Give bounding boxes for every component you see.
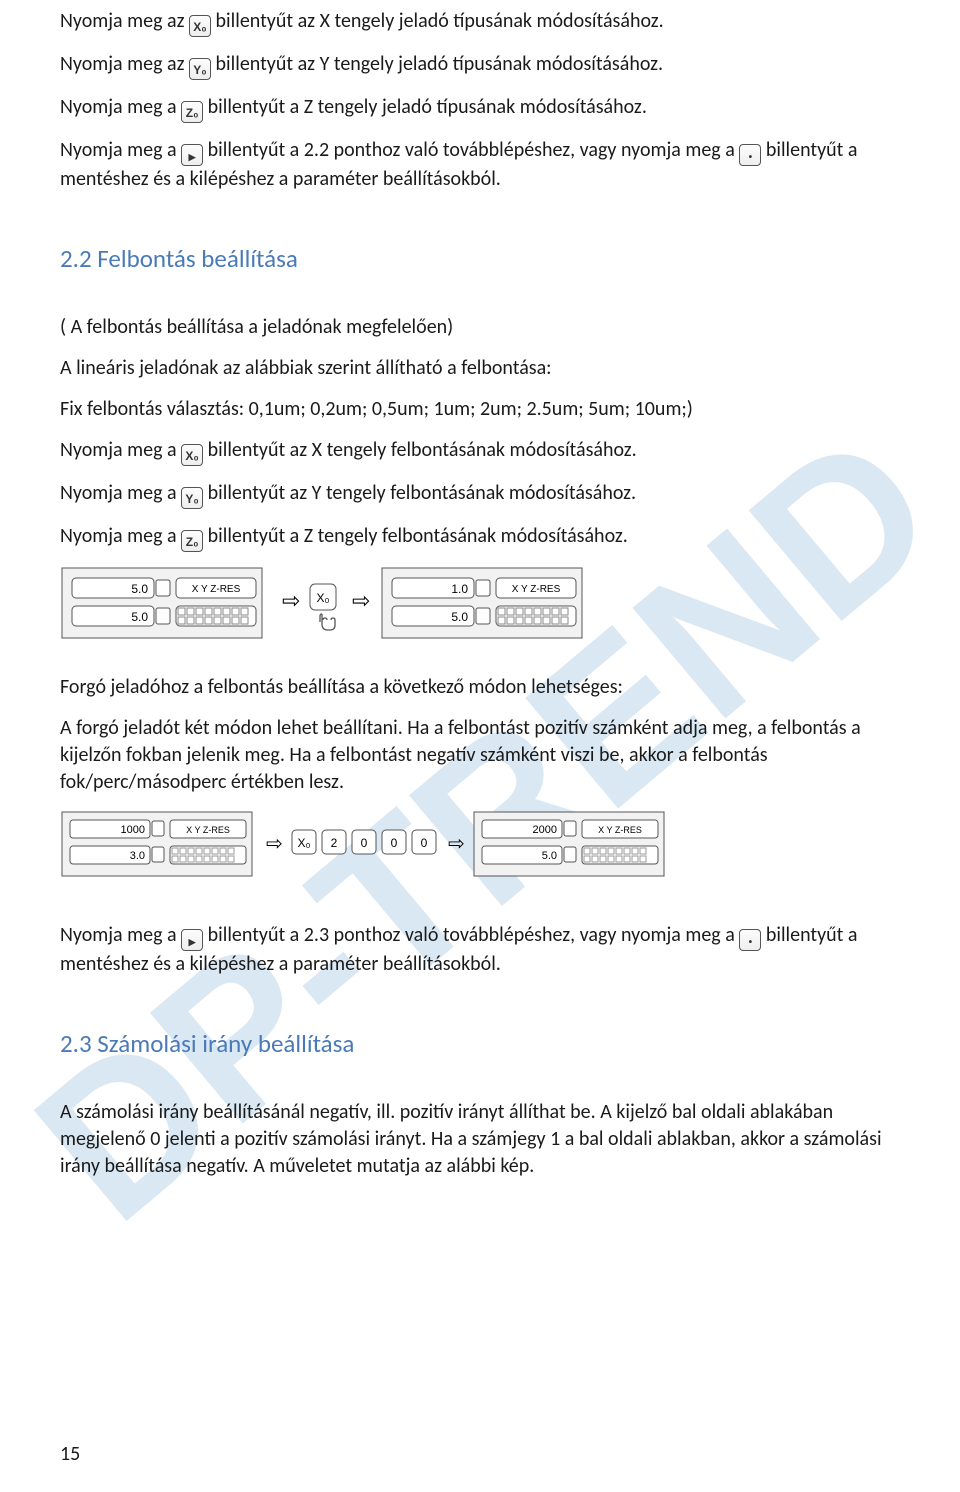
svg-text:X₀: X₀ xyxy=(317,591,330,605)
diagram-rotary-resolution: 1000 3.0 X Y Z-RES ⇨ X₀ 2 0 0 xyxy=(60,810,900,882)
p-counting-direction: A számolási irány beállításánál negatív,… xyxy=(60,1099,900,1180)
key-y0-icon: Y₀ xyxy=(189,58,211,80)
key-z0-icon: Z₀ xyxy=(181,101,203,123)
arrow-icon: ⇨ xyxy=(266,832,283,856)
diagram-resolution-change: 5.0 5.0 X Y Z-RES ⇨ X₀ ⇨ xyxy=(60,566,900,644)
line-x-encoder-type: Nyomja meg az X₀ billentyűt az X tengely… xyxy=(60,8,900,37)
svg-text:2: 2 xyxy=(331,836,338,850)
p-linear-encoder: A lineáris jeladónak az alábbiak szerint… xyxy=(60,355,900,382)
p-fixed-resolutions: Fix felbontás választás: 0,1um; 0,2um; 0… xyxy=(60,396,900,423)
arrow-icon: ⇨ xyxy=(282,587,300,614)
svg-text:X Y Z-RES: X Y Z-RES xyxy=(186,825,230,835)
arrow-icon: ⇨ xyxy=(448,832,465,856)
svg-text:0: 0 xyxy=(391,836,398,850)
line-z-encoder-type: Nyomja meg a Z₀ billentyűt a Z tengely j… xyxy=(60,94,900,123)
p-rotary-explain: A forgó jeladót két módon lehet beállíta… xyxy=(60,715,900,796)
svg-text:0: 0 xyxy=(361,836,368,850)
key-x0-icon: X₀ xyxy=(181,444,203,466)
key-exit-icon xyxy=(739,929,761,951)
line-x-resolution: Nyomja meg a X₀ billentyűt az X tengely … xyxy=(60,437,900,466)
svg-text:2000: 2000 xyxy=(533,824,557,836)
line-y-encoder-type: Nyomja meg az Y₀ billentyűt az Y tengely… xyxy=(60,51,900,80)
line-y-resolution: Nyomja meg a Y₀ billentyűt az Y tengely … xyxy=(60,480,900,509)
key-exit-icon xyxy=(739,144,761,166)
svg-text:X Y Z-RES: X Y Z-RES xyxy=(192,584,241,595)
key-next-icon xyxy=(181,144,203,166)
arrow-icon: ⇨ xyxy=(352,587,370,614)
page-number: 15 xyxy=(60,1442,80,1466)
svg-text:X Y Z-RES: X Y Z-RES xyxy=(598,825,642,835)
svg-text:1.0: 1.0 xyxy=(451,582,468,596)
key-next-icon xyxy=(181,929,203,951)
key-y0-icon: Y₀ xyxy=(181,487,203,509)
svg-text:5.0: 5.0 xyxy=(542,850,557,862)
svg-text:5.0: 5.0 xyxy=(451,610,468,624)
line-z-resolution: Nyomja meg a Z₀ billentyűt a Z tengely f… xyxy=(60,523,900,552)
svg-text:3.0: 3.0 xyxy=(130,850,145,862)
line-next-23: Nyomja meg a billentyűt a 2.3 ponthoz va… xyxy=(60,922,900,978)
line-next-22: Nyomja meg a billentyűt a 2.2 ponthoz va… xyxy=(60,137,900,193)
heading-2-3: 2.3 Számolási irány beállítása xyxy=(60,1028,900,1059)
heading-2-2: 2.2 Felbontás beállítása xyxy=(60,243,900,274)
p-resolution-note: ( A felbontás beállítása a jeladónak meg… xyxy=(60,314,900,341)
svg-text:0: 0 xyxy=(421,836,428,850)
key-x0-icon: X₀ xyxy=(189,15,211,37)
svg-text:5.0: 5.0 xyxy=(131,610,148,624)
hand-pointer-icon xyxy=(320,614,335,630)
readout: 5.0 xyxy=(131,582,148,596)
svg-text:1000: 1000 xyxy=(121,824,145,836)
svg-text:X Y Z-RES: X Y Z-RES xyxy=(512,584,561,595)
svg-text:X₀: X₀ xyxy=(298,836,311,850)
key-z0-icon: Z₀ xyxy=(181,530,203,552)
p-rotary-intro: Forgó jeladóhoz a felbontás beállítása a… xyxy=(60,674,900,701)
